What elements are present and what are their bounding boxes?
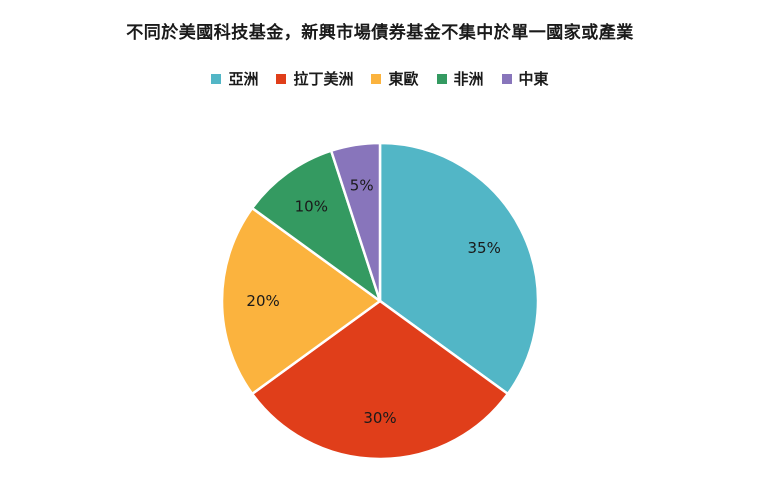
legend-label-latin-america: 拉丁美洲 (293, 70, 354, 88)
legend-item-latin-america: 拉丁美洲 (276, 68, 353, 89)
legend-label-middle-east: 中東 (518, 70, 549, 88)
legend-label-africa: 非洲 (453, 70, 484, 88)
pie-slice-asia (378, 141, 540, 396)
chart-title: 不同於美國科技基金，新興市場債券基金不集中於單一國家或產業 (126, 23, 634, 43)
legend-item-africa: 非洲 (436, 68, 484, 89)
legend-swatch-asia (211, 73, 222, 84)
slice-label-asia: 35% (468, 239, 501, 257)
legend: 亞洲 拉丁美洲 東歐 非洲 中東 (0, 68, 760, 89)
legend-item-middle-east: 中東 (501, 68, 549, 89)
legend-swatch-eastern-europe (371, 73, 382, 84)
slice-label-latin-america: 30% (363, 409, 396, 427)
legend-label-eastern-europe: 東歐 (388, 70, 419, 88)
pie-slice-latin-america (250, 299, 510, 461)
legend-item-asia: 亞洲 (211, 68, 258, 89)
slice-label-middle-east: 5% (350, 177, 374, 195)
pie-slice-eastern-europe (220, 206, 382, 396)
legend-item-eastern-europe: 東歐 (371, 68, 419, 89)
legend-swatch-africa (436, 73, 447, 84)
pie-slice-labels: 35% 30% 20% 10% 5% (246, 177, 500, 427)
slice-label-africa: 10% (295, 197, 328, 215)
pie-slices (220, 141, 540, 461)
legend-swatch-latin-america (276, 73, 287, 84)
slice-label-eastern-europe: 20% (246, 292, 279, 310)
pie-slice-africa (250, 149, 382, 303)
pie-slice-middle-east (329, 141, 382, 303)
legend-label-asia: 亞洲 (228, 70, 259, 88)
legend-swatch-middle-east (501, 73, 512, 84)
